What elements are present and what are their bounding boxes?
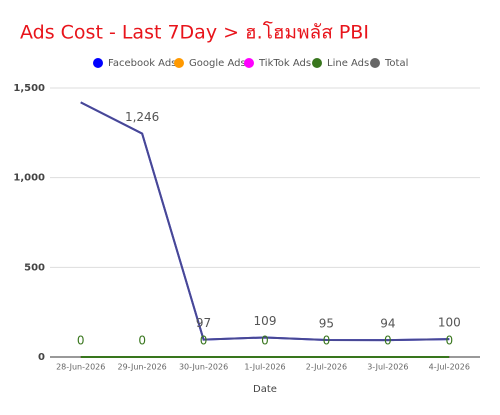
data-label: 94: [380, 317, 395, 331]
legend-label: Total: [384, 58, 408, 69]
data-label: 95: [319, 316, 334, 330]
data-label: 0: [138, 334, 146, 348]
data-label: 0: [200, 334, 208, 348]
data-label: 0: [323, 334, 331, 348]
data-label: 0: [384, 334, 392, 348]
legend-label: Facebook Ads: [108, 58, 176, 69]
y-tick-label: 500: [24, 262, 45, 273]
data-label: 109: [254, 314, 277, 328]
x-tick-label: 3-Jul-2026: [367, 363, 408, 372]
data-label: 1,246: [125, 110, 159, 124]
x-tick-label: 30-Jun-2026: [179, 363, 228, 372]
x-tick-label: 4-Jul-2026: [429, 363, 470, 372]
data-label: 0: [445, 334, 453, 348]
x-tick-label: 28-Jun-2026: [56, 363, 105, 372]
legend-marker: [174, 58, 184, 68]
legend-marker: [370, 58, 380, 68]
legend-label: Google Ads: [189, 58, 246, 69]
y-tick-label: 1,000: [13, 173, 45, 184]
data-label: 0: [261, 334, 269, 348]
data-label: 97: [196, 316, 211, 330]
legend-label: TikTok Ads: [258, 58, 311, 69]
data-label: 0: [77, 334, 85, 348]
data-label: 100: [438, 316, 461, 330]
y-tick-label: 1,500: [13, 83, 45, 94]
x-tick-label: 29-Jun-2026: [118, 363, 167, 372]
x-tick-label: 2-Jul-2026: [306, 363, 347, 372]
legend-marker: [244, 58, 254, 68]
y-tick-label: 0: [38, 352, 45, 363]
legend-label: Line Ads: [327, 58, 369, 69]
chart-title: Ads Cost - Last 7Day > ฮ.โฮมพลัส PBI: [20, 21, 369, 44]
legend-marker: [312, 58, 322, 68]
series-line: [80, 101, 450, 342]
x-axis-title: Date: [253, 384, 277, 395]
legend-marker: [93, 58, 103, 68]
x-tick-label: 1-Jul-2026: [244, 363, 285, 372]
series-line: [80, 101, 450, 342]
